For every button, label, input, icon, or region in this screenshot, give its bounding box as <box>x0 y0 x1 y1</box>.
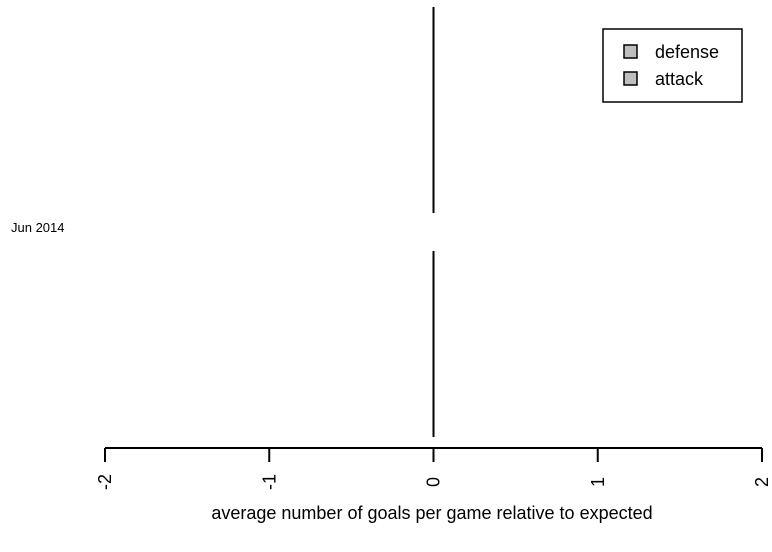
x-axis: -2 -1 0 1 2 <box>95 447 772 490</box>
x-ticks: -2 -1 0 1 2 <box>95 448 772 490</box>
legend: defense attack <box>602 28 743 103</box>
category-label: Jun 2014 <box>11 220 65 235</box>
legend-label-attack: attack <box>655 69 704 89</box>
legend-swatch-attack <box>623 71 638 86</box>
x-tick-label: 2 <box>752 477 772 487</box>
x-axis-label: average number of goals per game relativ… <box>211 503 652 523</box>
legend-label-defense: defense <box>655 42 719 62</box>
x-tick-label: -1 <box>259 474 279 490</box>
x-tick-label: 0 <box>424 477 444 487</box>
legend-box <box>602 28 743 103</box>
legend-swatch-defense <box>623 44 638 59</box>
x-tick-label: 1 <box>588 477 608 487</box>
x-tick-label: -2 <box>95 474 115 490</box>
